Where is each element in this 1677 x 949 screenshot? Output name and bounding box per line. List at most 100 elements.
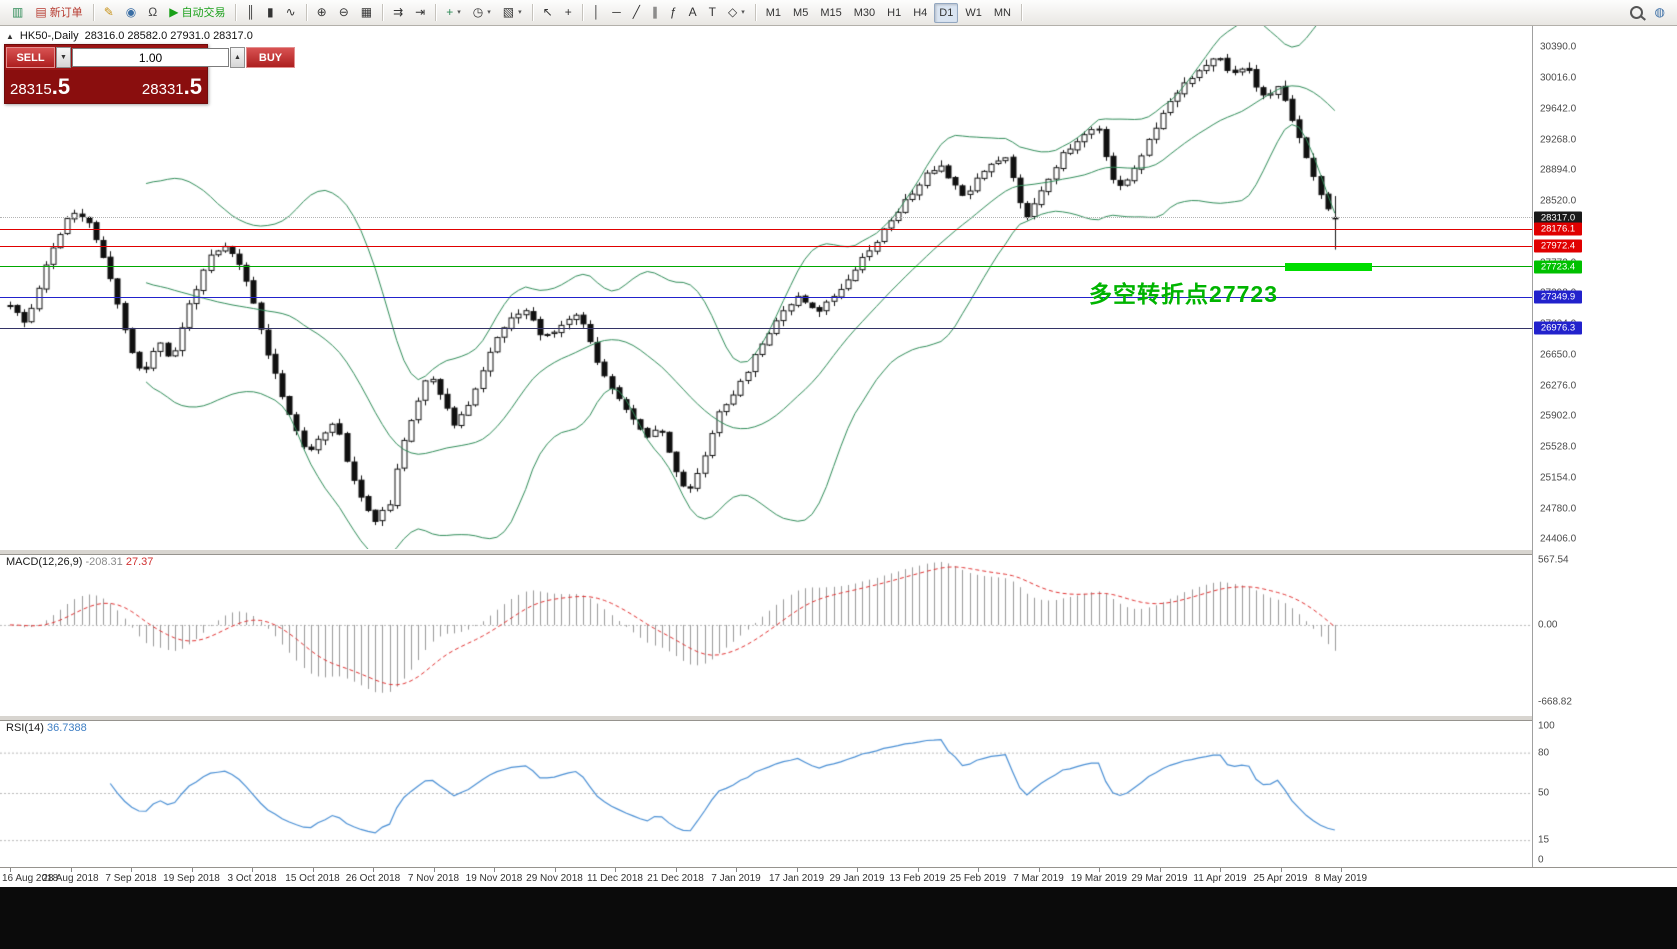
time-tick [1341,868,1342,872]
one-click-toggle-icon[interactable]: ▲ [6,31,14,41]
candlestick-button[interactable]: ▮ [262,3,279,22]
search-icon[interactable] [1625,3,1648,22]
tf-m30[interactable]: M30 [849,3,880,23]
macd-chart-canvas[interactable] [0,553,1532,715]
main-chart-panel[interactable]: 多空转折点27723 ▲ HK50-,Daily 28316.0 28582.0… [0,26,1532,549]
pivot-highlight-bar[interactable] [1285,262,1372,271]
vertical-line-button[interactable]: │ [588,3,606,22]
horizontal-line-button[interactable]: ─ [607,3,626,22]
channel-button[interactable]: ∥ [647,3,663,22]
metaeditor-button[interactable]: ✎ [99,3,119,22]
sell-price-display: 28315 .5 [10,73,71,99]
cursor-button[interactable]: ↖ [538,3,558,22]
resistance-line-2[interactable] [0,245,1532,247]
shapes-button[interactable]: ◇ ▾ [723,3,750,23]
text-button[interactable]: A [684,3,702,22]
volume-input[interactable] [72,48,229,67]
rsi-panel[interactable]: RSI(14) 36.7388 [0,719,1532,867]
vertical-line-button-glyph: │ [592,5,601,19]
crosshair-button[interactable]: + [560,3,577,22]
help-icon[interactable]: ◍ [1650,3,1670,22]
time-tick [978,868,979,872]
zoom-in-button[interactable]: ⊕ [312,3,332,22]
autotrading-button-glyph: ▶ [169,5,179,19]
dropdown-caret-icon: ▾ [457,8,461,16]
support-button[interactable]: Ω [143,3,162,22]
time-tick [131,868,132,872]
new-order-button[interactable]: ▤ 新订单 [30,3,87,23]
candlestick-chart-canvas[interactable] [0,26,1532,549]
support-line-2[interactable] [0,327,1532,329]
resistance-line-1[interactable] [0,228,1532,230]
date-label: 29 Jan 2019 [829,873,885,884]
tf-mn[interactable]: MN [989,3,1016,23]
app-icon-glyph: ▥ [12,5,24,19]
date-label: 7 Jan 2019 [711,873,761,884]
pivot-annotation-text[interactable]: 多空转折点27723 [1089,280,1278,307]
toolbar-separator [305,4,307,21]
tile-windows-button[interactable]: ▦ [356,3,377,22]
zoom-out-button[interactable]: ⊖ [334,3,354,22]
tf-h1-label: H1 [887,6,902,19]
time-tick [615,868,616,872]
templates-button-glyph: ▧ [502,5,515,19]
macd-axis-label: 567.54 [1538,554,1569,566]
date-label: 13 Feb 2019 [889,873,946,884]
tf-mn-label: MN [993,6,1011,19]
new-order-button-label: 新订单 [49,6,83,19]
current-price-line[interactable] [0,217,1532,219]
support-button-glyph: Ω [148,5,158,19]
toolbar-group: M1 M5 M15 M30 H1 H4 D1 W1 MN [760,0,1017,25]
date-label: 25 Apr 2019 [1253,873,1308,884]
time-tick [857,868,858,872]
autotrading-button[interactable]: ▶ 自动交易 [164,3,230,23]
tf-h4[interactable]: H4 [908,3,932,23]
line-chart-button[interactable]: ∿ [281,3,301,22]
fibonacci-button-glyph: ƒ [669,5,677,19]
tf-m15[interactable]: M15 [815,3,846,23]
toolbar-separator [754,4,756,21]
metaeditor-button-glyph: ✎ [103,5,114,19]
app-icon[interactable]: ▥ [7,3,28,22]
tf-w1[interactable]: W1 [960,3,987,23]
time-tick [191,868,193,872]
volume-up-button[interactable]: ▲ [230,47,245,68]
crosshair-button-glyph: + [564,5,572,19]
sell-button[interactable]: SELL [6,47,55,68]
tf-m1-label: M1 [765,6,782,19]
support-line-2-badge: 26976.3 [1534,321,1582,335]
bar-chart-button-glyph: ║ [246,5,255,19]
auto-scroll-button-glyph: ⇉ [393,5,404,19]
pivot-line[interactable] [0,266,1532,268]
time-tick [70,868,72,872]
help-icon-glyph: ◍ [1654,5,1665,19]
macd-panel[interactable]: MACD(12,26,9) -208.31 27.37 [0,553,1532,715]
trendline-button[interactable]: ╱ [628,3,645,22]
label-button[interactable]: T [704,3,721,22]
tf-m5[interactable]: M5 [788,3,813,23]
shapes-button-glyph: ◇ [728,5,738,19]
tf-h1[interactable]: H1 [882,3,906,23]
tf-d1[interactable]: D1 [934,2,959,23]
zoom-in-button-glyph: ⊕ [316,5,327,19]
toolbar-separator [235,4,237,21]
community-button[interactable]: ◉ [121,3,141,22]
support-line-1[interactable] [0,296,1532,298]
time-tick [1159,868,1161,872]
buy-button[interactable]: BUY [246,47,295,68]
rsi-label: RSI(14) 36.7388 [6,722,87,734]
rsi-axis-label: 80 [1538,747,1550,759]
volume-down-button[interactable]: ▼ [56,47,71,68]
tf-m1[interactable]: M1 [761,3,786,23]
templates-button[interactable]: ▧ ▾ [498,3,527,23]
macd-axis-label: 0.00 [1538,619,1558,631]
rsi-chart-canvas[interactable] [0,719,1532,867]
fibonacci-button[interactable]: ƒ [665,3,682,22]
periods-button[interactable]: ◷ ▾ [468,3,496,23]
chart-shift-button[interactable]: ⇥ [410,3,430,22]
indicators-button[interactable]: + ▾ [441,3,466,23]
date-label: 25 Feb 2019 [949,873,1007,884]
auto-scroll-button[interactable]: ⇉ [388,3,408,22]
bar-chart-button[interactable]: ║ [241,3,260,22]
date-label: 19 Sep 2018 [163,873,220,884]
